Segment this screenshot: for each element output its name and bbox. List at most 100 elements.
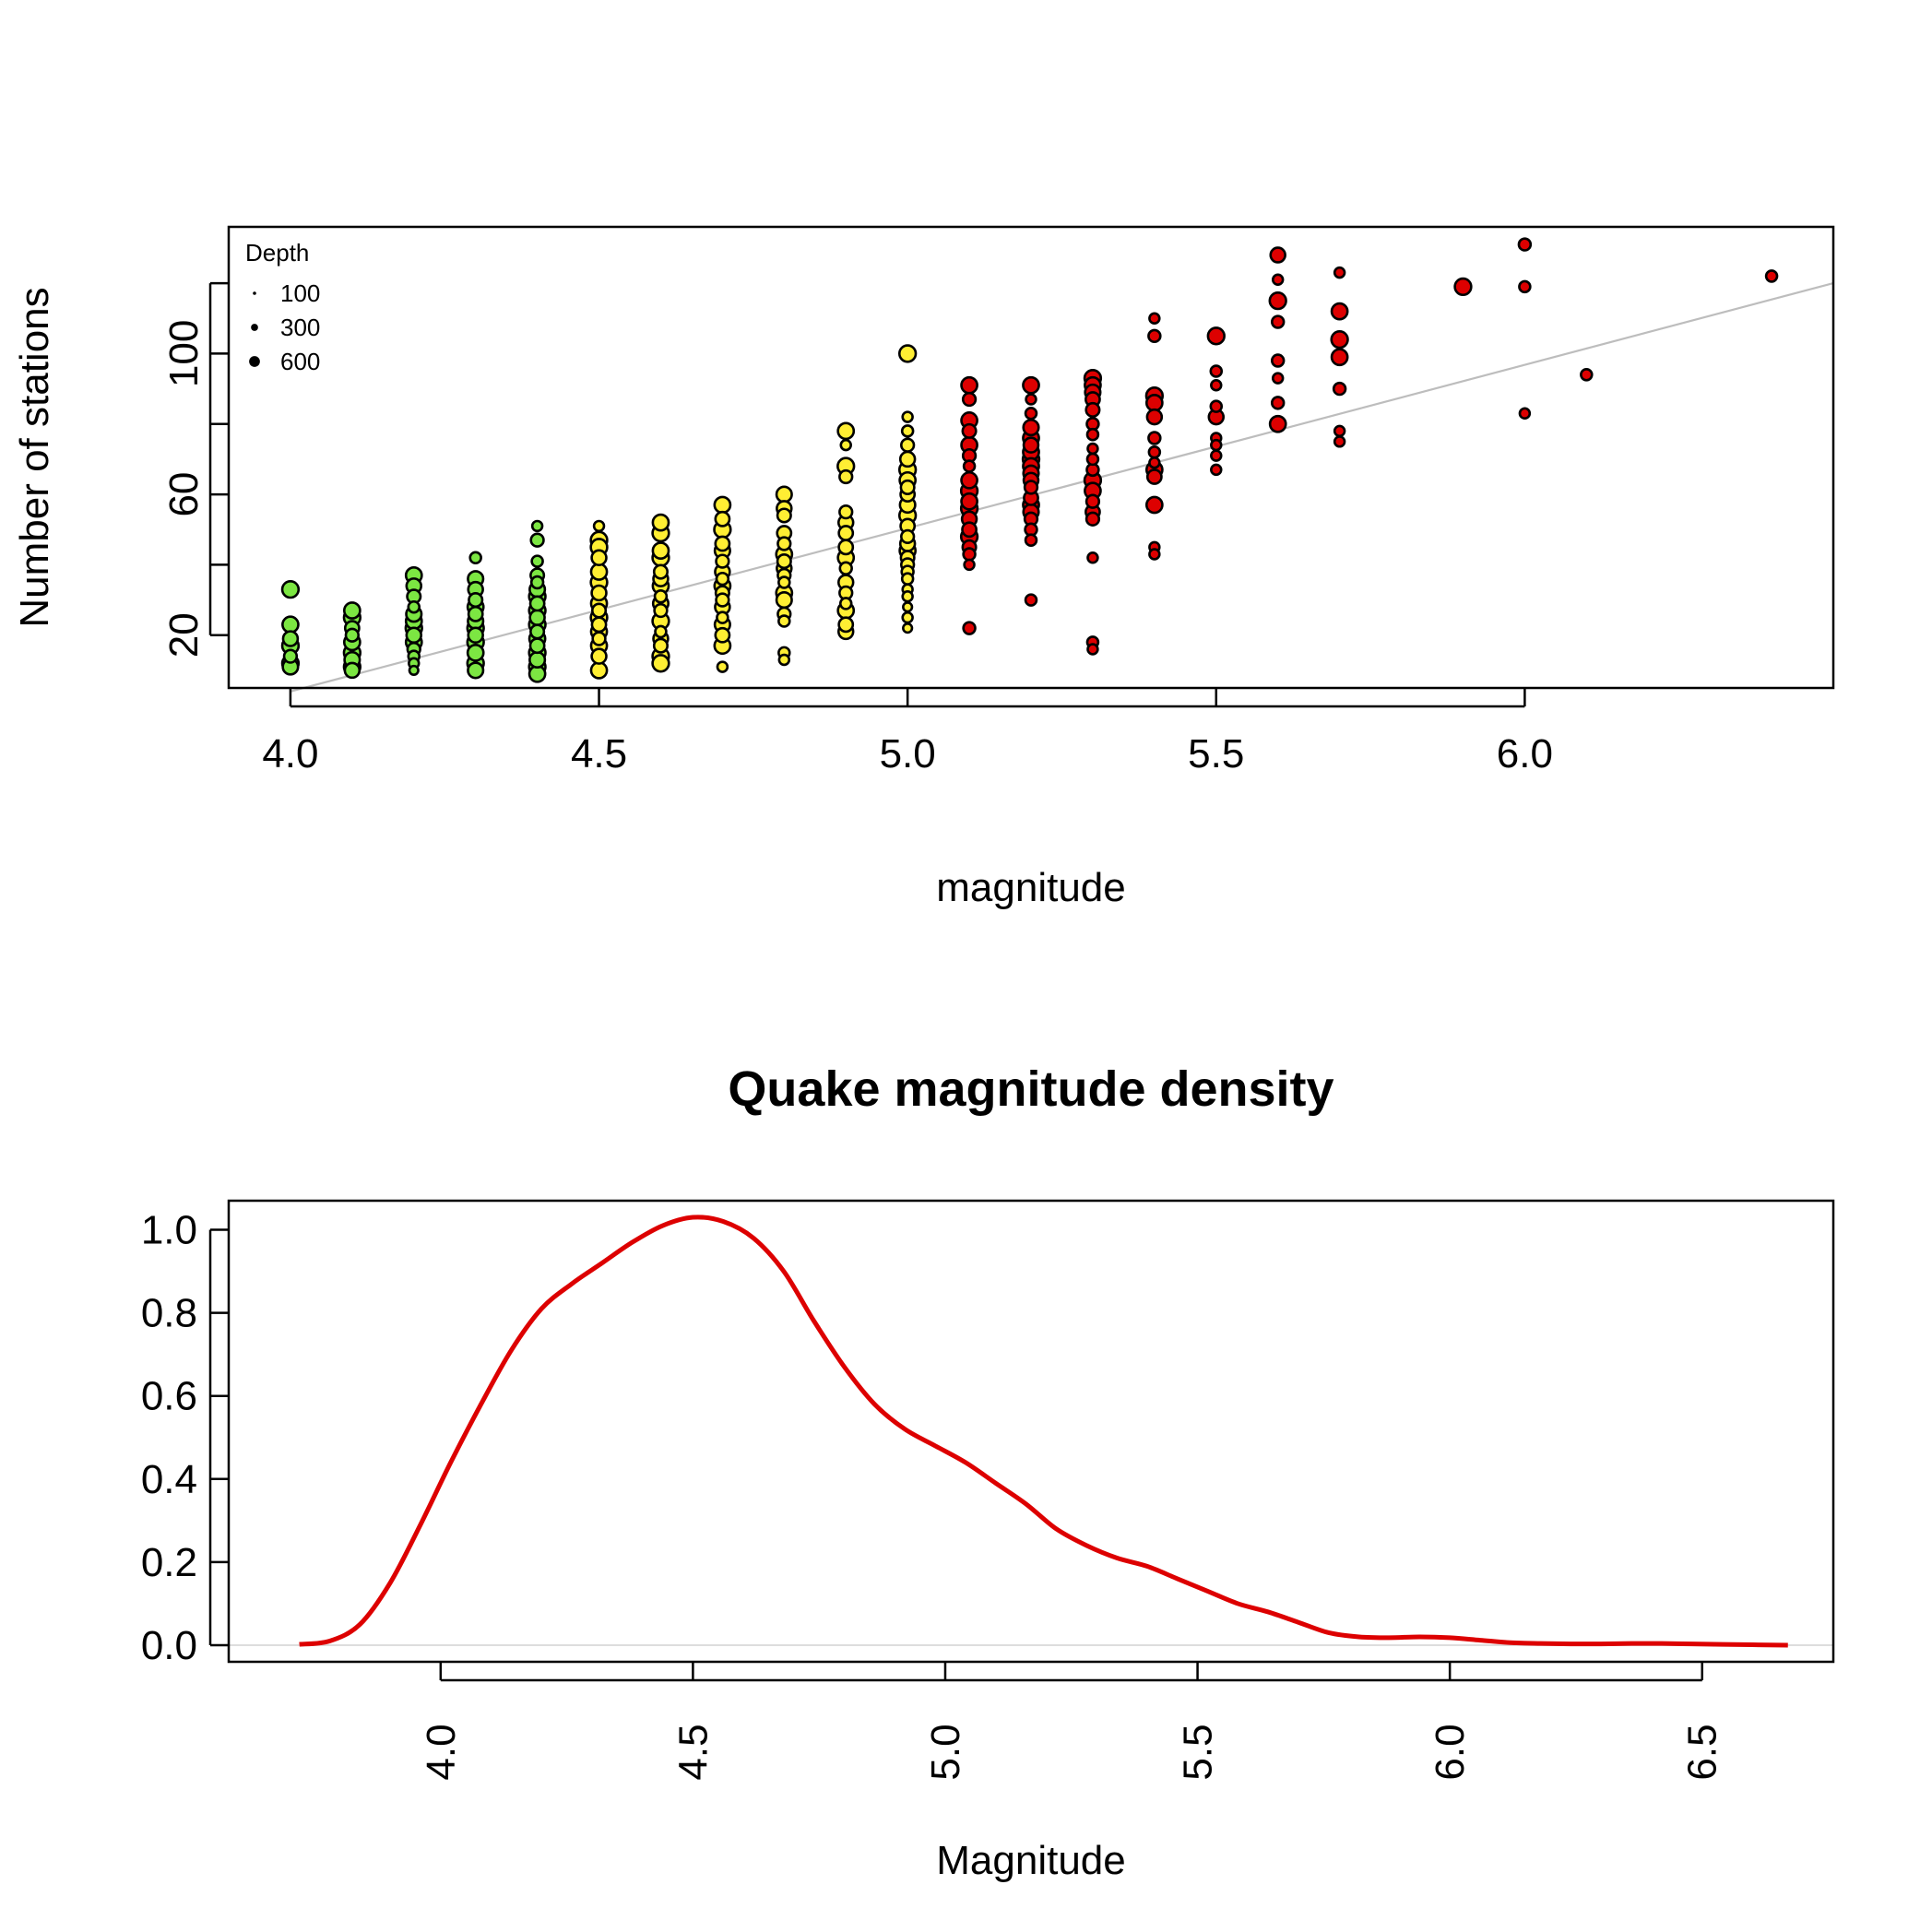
legend-label: 600: [280, 348, 320, 375]
scatter-point: [838, 504, 854, 520]
scatter-point: [714, 510, 731, 527]
scatter-point: [1270, 314, 1286, 329]
scatter-point: [590, 584, 608, 602]
scatter-point: [467, 605, 484, 622]
scatter-point: [1271, 273, 1285, 286]
y-tick-label: 0.2: [141, 1540, 197, 1585]
scatter-point: [714, 535, 731, 552]
scatter-point: [1332, 381, 1347, 397]
scatter-point: [902, 622, 914, 634]
x-tick-label: 5.5: [1188, 731, 1244, 776]
scatter-point: [838, 468, 854, 485]
scatter-point: [590, 647, 608, 665]
scatter-point: [1147, 431, 1162, 445]
density-chart-title: Quake magnitude density: [728, 1061, 1333, 1117]
scatter-point: [960, 470, 978, 490]
scatter-point: [468, 551, 482, 565]
depth-legend: Depth 100 300 600: [245, 239, 320, 375]
scatter-y-axis: 20 60 100: [161, 281, 229, 658]
density-x-axis-title: Magnitude: [936, 1838, 1125, 1883]
y-tick-label: 60: [161, 472, 207, 517]
scatter-point: [1147, 445, 1162, 459]
scatter-point: [777, 653, 791, 667]
scatter-point: [716, 610, 729, 624]
scatter-point: [653, 589, 669, 604]
scatter-point: [1330, 348, 1349, 367]
density-x-axis: 4.0 4.5 5.0 5.5 6.0 6.5: [419, 1662, 1725, 1781]
scatter-point: [407, 599, 421, 614]
scatter-point: [592, 519, 606, 533]
scatter-point: [838, 597, 853, 610]
scatter-point: [1269, 246, 1286, 264]
trend-line: [290, 282, 1834, 693]
legend-symbol: [249, 356, 260, 367]
scatter-point: [897, 344, 918, 363]
legend-label: 100: [280, 279, 320, 307]
scatter-point: [961, 422, 978, 439]
scatter-point: [960, 375, 978, 395]
scatter-point: [342, 601, 362, 620]
scatter-point: [652, 637, 669, 654]
scatter-point: [1148, 456, 1161, 469]
scatter-point: [1210, 379, 1223, 392]
scatter-point: [1268, 414, 1287, 433]
scatter-point: [836, 421, 856, 441]
scatter-point: [1518, 279, 1532, 294]
scatter-point: [963, 558, 976, 572]
scatter-point: [282, 648, 299, 664]
scatter-plot-frame: [227, 225, 1835, 690]
scatter-point: [653, 602, 669, 619]
scatter-point: [1210, 449, 1223, 462]
scatter-point: [902, 601, 914, 613]
scatter-point: [590, 549, 608, 567]
scatter-point: [775, 591, 793, 610]
scatter-points-layer: [280, 237, 1779, 683]
scatter-point: [591, 631, 607, 646]
scatter-point: [837, 525, 855, 541]
scatter-point: [651, 654, 670, 673]
scatter-point: [714, 626, 731, 644]
scatter-panel: 4.0 4.5 5.0 5.5 6.0 20 60 100 magnitude Number…: [12, 225, 1835, 910]
scatter-point: [529, 575, 545, 590]
density-plot-frame: [227, 1199, 1835, 1664]
scatter-point: [1085, 511, 1101, 527]
scatter-point: [962, 547, 977, 562]
x-tick-label: 6.0: [1497, 731, 1553, 776]
scatter-point: [590, 616, 608, 634]
scatter-point: [1145, 408, 1164, 426]
scatter-point: [901, 410, 914, 423]
scatter-point: [1086, 551, 1099, 564]
scatter-point: [960, 492, 978, 511]
scatter-point: [468, 592, 484, 609]
scatter-point: [1086, 643, 1099, 656]
scatter-point: [280, 579, 301, 599]
scatter-point: [837, 616, 855, 634]
scatter-fit-line-layer: [290, 282, 1834, 693]
scatter-point: [528, 650, 547, 670]
scatter-point: [1330, 302, 1349, 321]
scatter-point: [281, 615, 300, 634]
scatter-point: [1025, 393, 1037, 406]
scatter-point: [1022, 436, 1040, 454]
scatter-point: [1330, 329, 1349, 350]
scatter-point: [529, 532, 545, 548]
scatter-x-axis-title: magnitude: [936, 865, 1125, 910]
scatter-point: [901, 610, 914, 624]
scatter-point: [1210, 438, 1223, 452]
scatter-point: [1144, 393, 1164, 412]
x-tick-label: 5.0: [880, 731, 936, 776]
scatter-point: [713, 495, 732, 515]
scatter-point: [466, 643, 485, 662]
scatter-point: [715, 592, 730, 608]
scatter-point: [405, 626, 423, 644]
scatter-point: [962, 459, 977, 473]
density-curve-layer: [299, 1215, 1788, 1648]
scatter-point: [837, 539, 855, 556]
y-tick-label: 0.0: [141, 1623, 197, 1668]
scatter-point: [901, 590, 914, 603]
scatter-point: [838, 561, 853, 575]
scatter-point: [715, 571, 730, 587]
y-tick-label: 100: [161, 320, 207, 387]
scatter-point: [1023, 480, 1039, 495]
legend-title: Depth: [245, 239, 309, 267]
